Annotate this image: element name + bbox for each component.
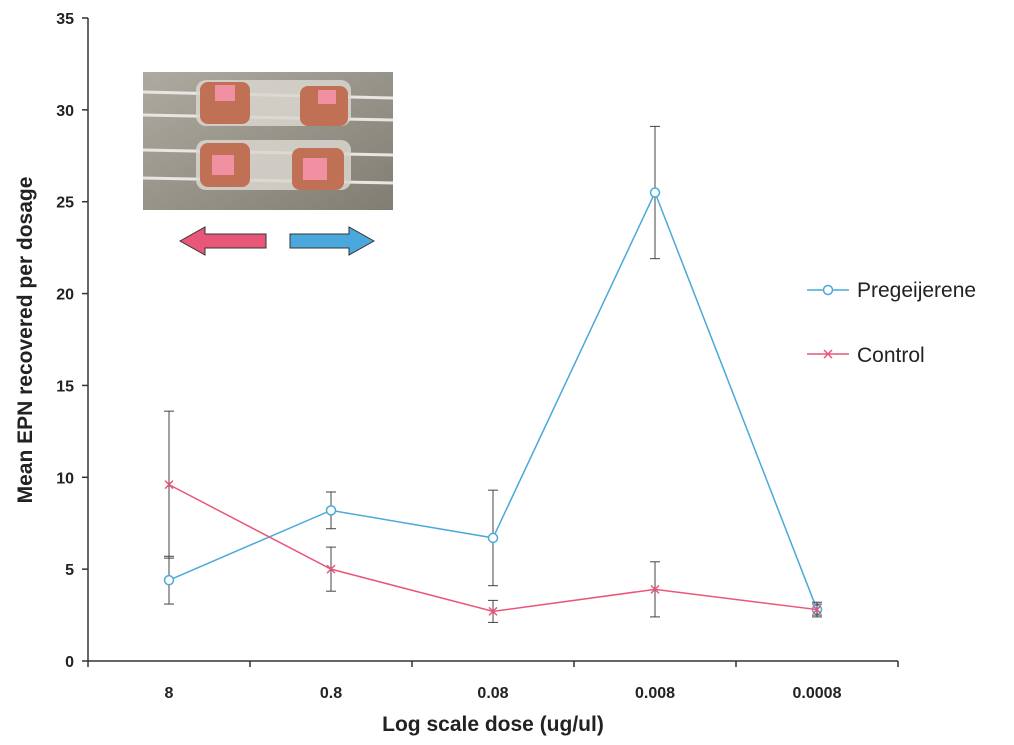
y-tick-label: 15 — [56, 378, 74, 395]
y-tick-label: 5 — [65, 562, 74, 579]
x-axis-title: Log scale dose (ug/ul) — [382, 713, 604, 736]
y-tick-label: 10 — [56, 470, 74, 487]
x-tick-label: 0.08 — [477, 685, 508, 702]
inset-photo — [142, 72, 394, 210]
y-tick-label: 20 — [56, 287, 74, 304]
data-point — [812, 605, 822, 615]
data-point — [164, 480, 174, 490]
data-point — [326, 564, 336, 574]
series-pregeijerene — [163, 125, 823, 616]
legend-label-control: Control — [857, 344, 925, 367]
y-tick-label: 30 — [56, 103, 74, 120]
x-tick-label: 0.8 — [320, 685, 342, 702]
data-point — [163, 574, 175, 586]
y-axis-title: Mean EPN recovered per dosage — [14, 177, 37, 504]
y-tick-label: 35 — [56, 11, 74, 28]
legend-item-control: Control — [807, 344, 925, 367]
data-point — [650, 584, 660, 594]
x-tick-label: 8 — [165, 685, 174, 702]
x-tick-label: 0.008 — [635, 685, 675, 702]
data-point — [487, 532, 499, 544]
series-layer — [163, 125, 823, 623]
y-tick-label: 0 — [65, 654, 74, 671]
data-point — [488, 606, 498, 616]
legend-item-pregeijerene: Pregeijerene — [807, 279, 976, 302]
legend-label-pregeijerene: Pregeijerene — [857, 279, 976, 302]
arrow-right-icon — [289, 226, 376, 256]
x-axis-ticks: 8 0.8 0.08 0.008 0.0008 — [87, 661, 899, 702]
y-axis-ticks: 0 5 10 15 20 25 30 35 — [56, 11, 88, 671]
arrow-left-icon — [178, 226, 267, 256]
data-point — [649, 187, 661, 198]
legend: Pregeijerene Control — [807, 279, 976, 367]
data-point — [325, 505, 337, 516]
x-tick-label: 0.0008 — [793, 685, 842, 702]
y-tick-label: 25 — [56, 195, 74, 212]
series-control — [164, 410, 822, 623]
